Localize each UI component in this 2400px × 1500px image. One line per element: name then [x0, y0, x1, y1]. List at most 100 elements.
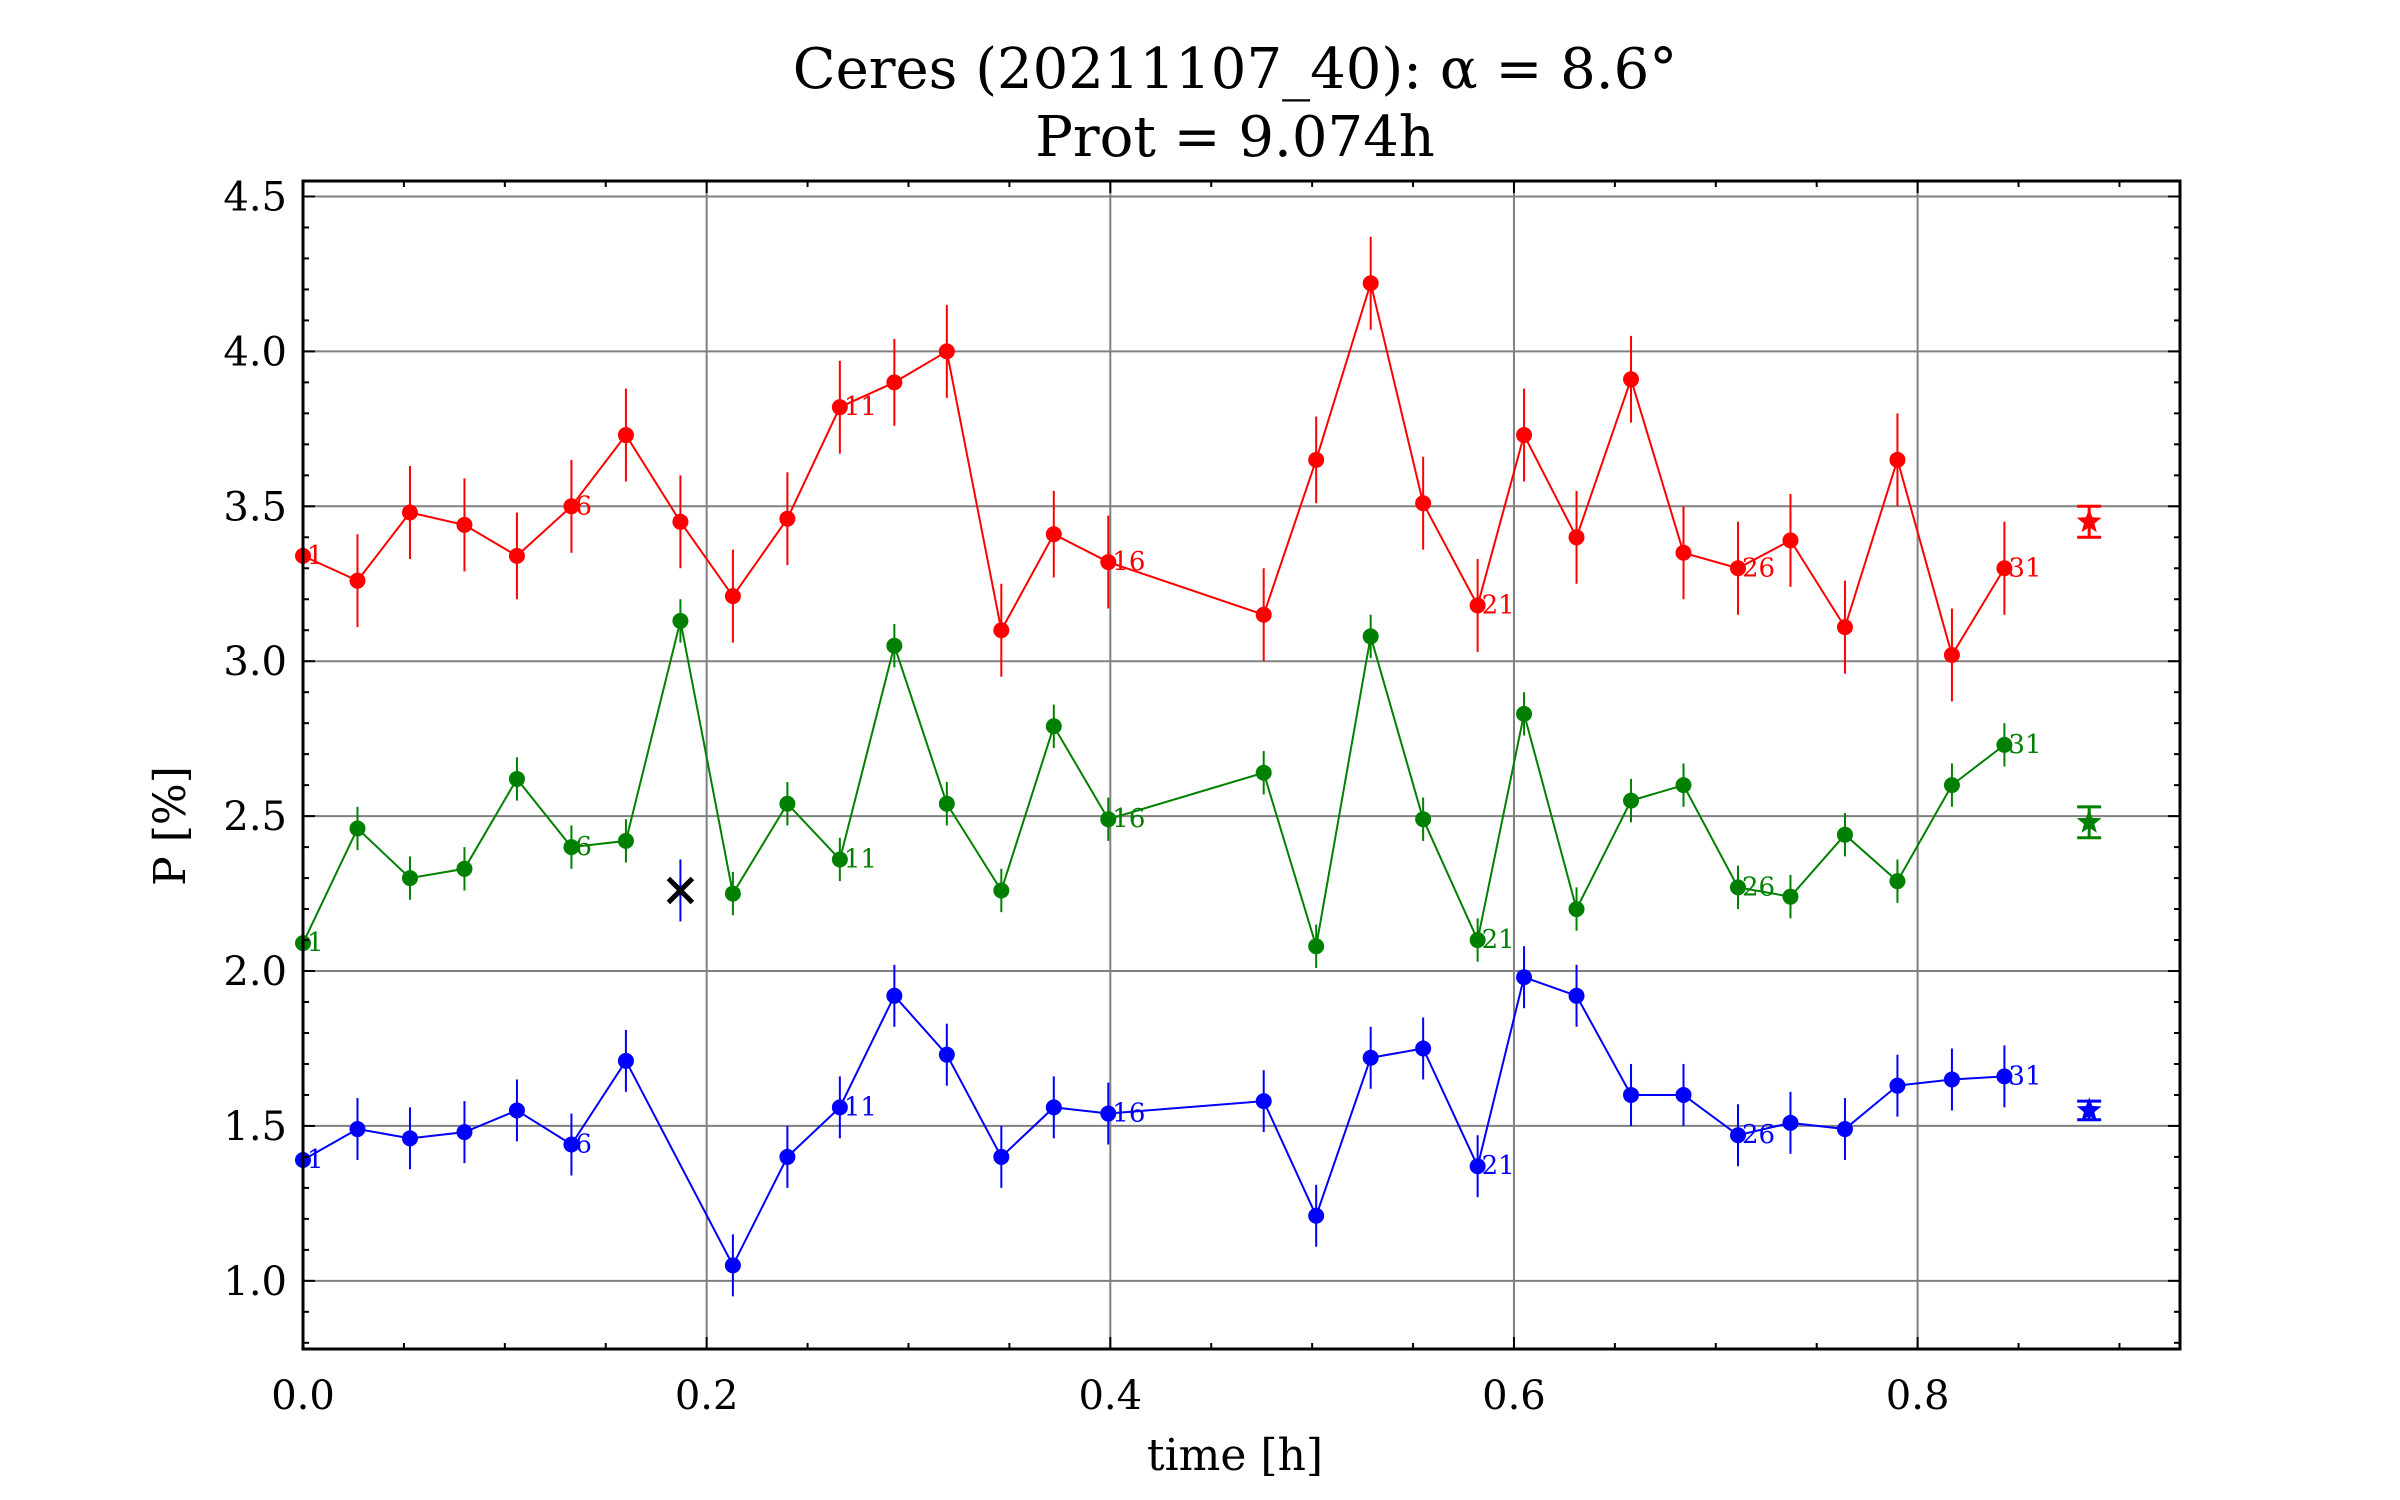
- point-label: 1: [307, 1145, 324, 1175]
- data-point: [401, 870, 418, 887]
- y-tick-label: 2.5: [223, 794, 287, 840]
- data-point: [1255, 764, 1272, 781]
- x-tick-label: 0.2: [675, 1373, 739, 1419]
- point-label: 26: [1742, 872, 1775, 902]
- data-point: [1675, 777, 1692, 794]
- series-line: [302, 975, 2005, 1268]
- data-point: [1469, 1158, 1486, 1175]
- point-label: 11: [844, 1092, 877, 1122]
- point-label: 21: [1482, 590, 1515, 620]
- data-point: [1045, 718, 1062, 735]
- data-point: [1308, 938, 1325, 955]
- data-point: [1469, 932, 1486, 949]
- x-tick-label: 0.6: [1482, 1373, 1546, 1419]
- rejected-point-x: [666, 876, 695, 905]
- data-point: [993, 622, 1010, 639]
- point-label: 16: [1112, 1099, 1145, 1129]
- data-point: [1836, 619, 1853, 636]
- data-point: [779, 1148, 796, 1165]
- mean-star-marker: [2076, 508, 2102, 533]
- y-tick-label: 3.5: [223, 484, 287, 530]
- data-point: [1782, 1114, 1799, 1131]
- data-point: [1675, 1086, 1692, 1103]
- data-point: [1415, 811, 1432, 828]
- data-point: [508, 547, 525, 564]
- data-point: [508, 770, 525, 787]
- chart-subtitle: Prot = 9.074h: [1035, 105, 1435, 170]
- point-label: 6: [575, 1130, 592, 1160]
- y-tick-label: 1.0: [223, 1259, 287, 1305]
- data-point: [1729, 1127, 1746, 1144]
- data-point: [1568, 987, 1585, 1004]
- grid: [302, 181, 2180, 1349]
- data-point: [1836, 826, 1853, 843]
- x-tick-label: 0.8: [1886, 1373, 1950, 1419]
- data-point: [349, 820, 366, 837]
- data-point: [1782, 888, 1799, 905]
- data-point: [1782, 532, 1799, 549]
- data-point: [831, 851, 848, 868]
- point-label: 16: [1112, 804, 1145, 834]
- data-point: [1943, 777, 1960, 794]
- point-label: 31: [2008, 553, 2041, 583]
- data-point: [349, 572, 366, 589]
- data-point: [617, 1052, 634, 1069]
- data-point: [672, 513, 689, 530]
- y-axis-label: P [%]: [145, 766, 196, 886]
- point-label: 31: [2008, 730, 2041, 760]
- y-tick-label: 4.0: [223, 329, 287, 375]
- data-point: [938, 1046, 955, 1063]
- data-point: [401, 504, 418, 521]
- data-point: [617, 832, 634, 849]
- data-point: [1415, 495, 1432, 512]
- data-point: [724, 588, 741, 605]
- point-label: 16: [1112, 547, 1145, 577]
- point-label: 21: [1482, 925, 1515, 955]
- y-tick-label: 4.5: [223, 174, 287, 220]
- tick-labels: 0.0 0.2 0.4 0.6 0.8 1.0 1.5 2.0 2.5 3.0 3.5 4.0 4.5: [223, 174, 1949, 1419]
- point-label: 31: [2008, 1061, 2041, 1091]
- data-point: [724, 1257, 741, 1274]
- data-point: [938, 343, 955, 360]
- data-point: [1729, 560, 1746, 577]
- data-point: [456, 1124, 473, 1141]
- mean-star-marker: [2076, 1097, 2102, 1121]
- x-axis-label: time [h]: [1147, 1430, 1323, 1481]
- data-point: [1623, 1086, 1640, 1103]
- data-point: [1623, 792, 1640, 809]
- data-point: [938, 795, 955, 812]
- data-point: [831, 399, 848, 416]
- point-label: 11: [844, 392, 877, 422]
- data-point: [1100, 811, 1117, 828]
- data-point: [1100, 554, 1117, 571]
- data-point: [779, 510, 796, 527]
- data-point: [1362, 275, 1379, 292]
- point-label: 1: [307, 541, 324, 571]
- data-point: [724, 885, 741, 902]
- data-point: [563, 839, 580, 856]
- data-point: [1568, 529, 1585, 546]
- data-point: [1996, 560, 2013, 577]
- x-tick-label: 0.0: [271, 1373, 335, 1419]
- data-point: [1516, 705, 1533, 722]
- data-point: [508, 1102, 525, 1119]
- chart-title: Ceres (20211107_40): α = 8.6°: [793, 37, 1678, 102]
- data-point: [1889, 873, 1906, 890]
- data-point: [349, 1121, 366, 1138]
- data-point: [886, 987, 903, 1004]
- data-point: [563, 1136, 580, 1153]
- data-point: [401, 1130, 418, 1147]
- series-line: [302, 279, 2006, 658]
- data-point: [1675, 544, 1692, 561]
- data-point: [993, 1148, 1010, 1165]
- data-point: [1943, 647, 1960, 664]
- data-point: [1996, 736, 2013, 753]
- point-label: 6: [575, 832, 592, 862]
- point-label: 26: [1742, 553, 1775, 583]
- data-point: [1045, 526, 1062, 543]
- data-point: [1889, 451, 1906, 468]
- data-point: [1308, 451, 1325, 468]
